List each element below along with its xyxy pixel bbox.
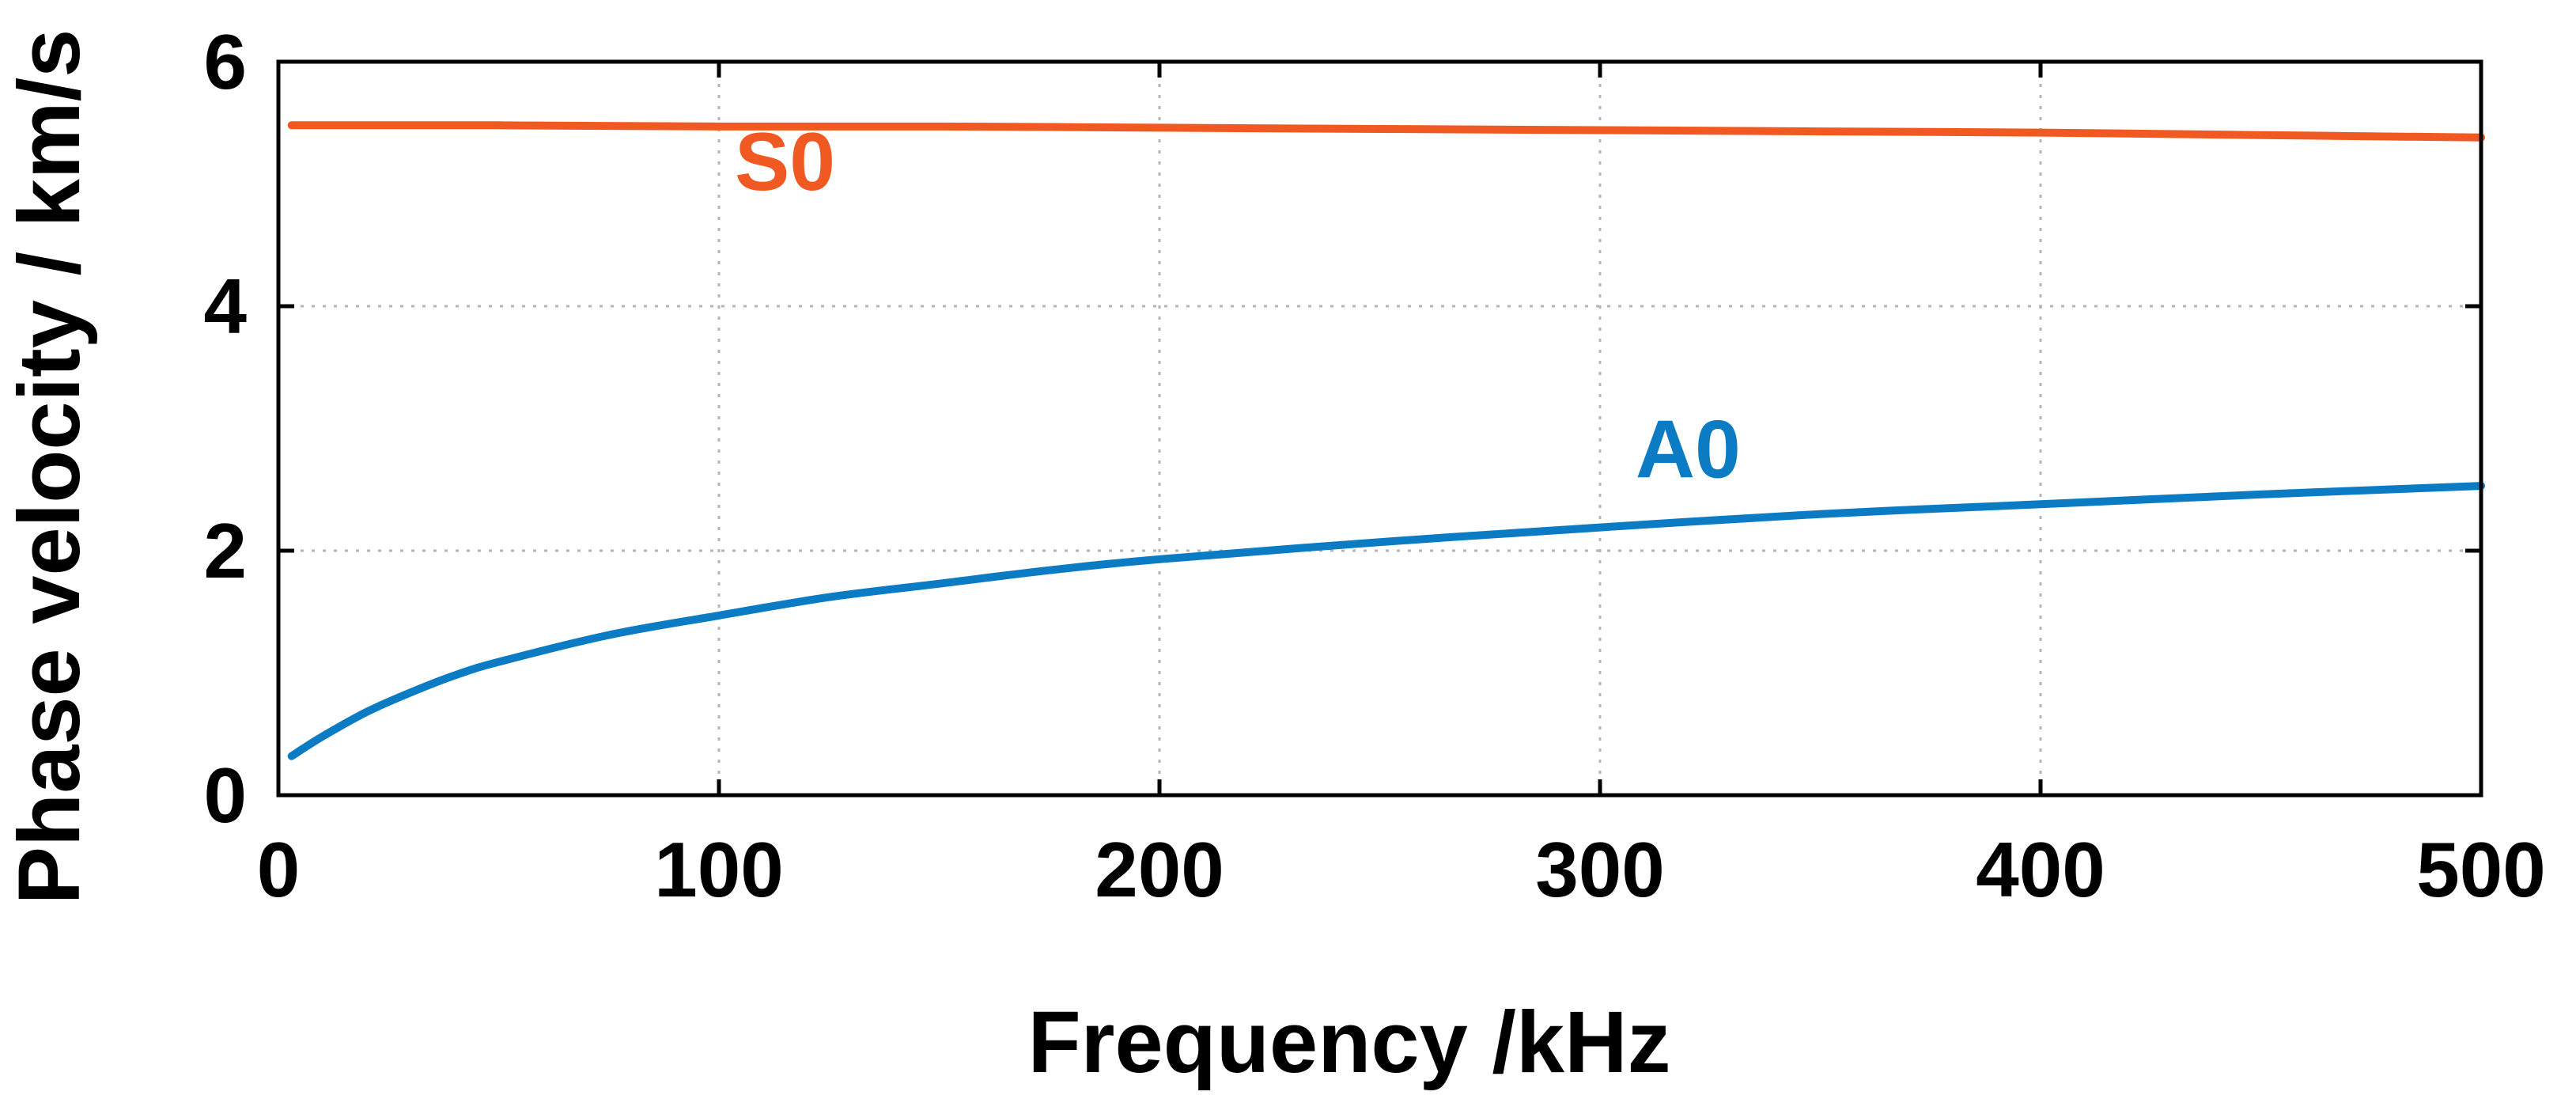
grid-layer xyxy=(278,62,2481,795)
y-tick-label: 2 xyxy=(203,507,247,594)
series-label-a0: A0 xyxy=(1636,404,1741,495)
series-labels-layer: S0 A0 xyxy=(735,116,1741,495)
y-tick-label: 0 xyxy=(203,752,247,839)
x-tick-label: 400 xyxy=(1976,826,2105,913)
x-tick-label: 100 xyxy=(654,826,784,913)
x-tick-label: 0 xyxy=(257,826,301,913)
y-tick-label: 4 xyxy=(203,263,247,350)
x-axis-label: Frequency /kHz xyxy=(1027,994,1670,1091)
series-line-s0 xyxy=(287,121,2485,142)
x-tick-label: 500 xyxy=(2416,826,2546,913)
y-tick-label: 6 xyxy=(203,18,247,105)
series-label-s0: S0 xyxy=(735,116,835,208)
series-layer xyxy=(287,121,2485,760)
series-line-a0 xyxy=(287,482,2485,760)
plot-frame xyxy=(276,59,2483,798)
y-axis-label: Phase velocity / km/s xyxy=(1,29,98,905)
ticks-layer: 0 100 200 300 400 500 0 2 4 6 xyxy=(203,18,2545,913)
x-tick-label: 300 xyxy=(1535,826,1665,913)
x-tick-label: 200 xyxy=(1095,826,1224,913)
